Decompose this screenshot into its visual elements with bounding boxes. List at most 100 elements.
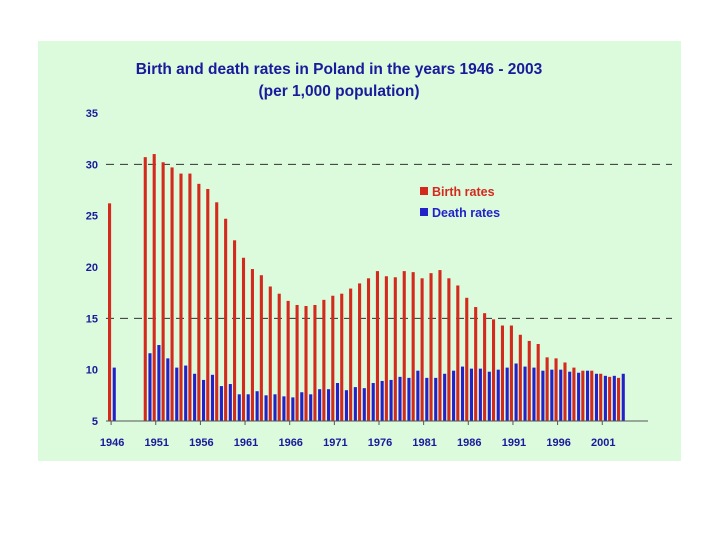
bar-death-rate [505,367,509,421]
bar-death-rate [175,367,179,421]
bar-birth-rate [152,154,156,422]
bar-death-rate [389,379,393,421]
bar-death-rate [407,377,411,421]
bar-birth-rate [340,293,344,421]
legend-swatch [420,208,428,216]
bar-death-rate [612,375,616,421]
bar-birth-rate [527,340,531,421]
y-tick-label: 20 [86,262,98,274]
y-tick-label: 15 [86,313,98,325]
bar-birth-rate [259,275,263,421]
bar-birth-rate [447,278,451,421]
bar-death-rate [425,377,429,421]
bar-birth-rate [143,157,147,421]
chart-panel: Birth and death rates in Poland in the y… [38,41,681,461]
bar-death-rate [282,396,286,421]
bar-death-rate [398,376,402,421]
bar-death-rate [577,372,581,421]
bar-death-rate [469,368,473,421]
bar-birth-rate [206,188,210,421]
bar-death-rate [416,370,420,421]
bar-birth-rate [179,173,183,421]
bar-birth-rate [268,286,272,421]
bar-birth-rate [491,319,496,421]
bar-birth-rate [599,373,603,421]
bar-death-rate [335,383,340,421]
bar-death-rate [264,395,268,421]
bar-death-rate [309,394,313,421]
bar-death-rate [210,374,215,421]
bar-death-rate [380,380,384,421]
bar-death-rate [478,368,482,421]
bar-death-rate [112,367,116,421]
bar-death-rate [487,371,491,421]
bar-death-rate [541,370,545,421]
bar-birth-rate [384,276,388,421]
bar-birth-rate [411,272,415,421]
bar-death-rate [300,392,304,421]
x-tick-label: 1946 [100,437,124,449]
bar-birth-rate [108,203,112,421]
bar-death-rate [621,373,625,421]
x-tick-label: 1966 [278,437,302,449]
bar-death-rate [514,363,518,421]
bar-birth-rate [188,173,192,421]
bar-death-rate [585,370,590,421]
bar-birth-rate [250,269,254,421]
bar-birth-rate [483,313,487,421]
bar-death-rate [166,358,170,421]
y-tick-label: 10 [86,365,98,377]
y-tick-label: 5 [92,416,98,428]
bar-birth-rate [465,297,469,421]
x-tick-label: 1971 [323,437,347,449]
bar-birth-rate [518,334,522,421]
bar-death-rate [353,387,357,421]
bar-birth-rate [438,270,442,421]
bar-death-rate [184,365,188,421]
bar-death-rate [202,379,206,421]
x-tick-label: 1951 [145,437,169,449]
x-tick-label: 1986 [457,437,481,449]
bar-death-rate [327,389,331,421]
bar-death-rate [443,373,447,421]
chart: Birth and death rates in Poland in the y… [86,61,672,449]
bar-death-rate [255,391,259,421]
bar-birth-rate [331,295,335,421]
bar-death-rate [452,370,456,421]
bar-death-rate [460,366,465,421]
x-tick-label: 1961 [234,437,258,449]
bar-death-rate [193,373,197,421]
gridlines [106,163,672,319]
legend-label: Death rates [432,206,500,220]
bar-birth-rate [608,376,612,421]
bar-birth-rate [197,183,201,421]
bar-death-rate [371,383,375,421]
bar-birth-rate [224,218,228,421]
bar-birth-rate [590,370,594,421]
x-axis-ticks: 1946 1951 1956 1961 1966 1971 1976 1981 1986 1991… [100,421,615,449]
bar-death-rate [523,366,527,421]
bar-death-rate [246,394,250,421]
bar-birth-rate [500,325,505,421]
bar-death-rate [559,369,563,421]
x-tick-label: 1981 [412,437,436,449]
bar-birth-rate [241,257,246,421]
bar-birth-rate [322,299,326,421]
bar-birth-rate [295,304,299,421]
bar-birth-rate [349,288,353,421]
bar-birth-rate [170,167,174,421]
x-tick-label: 1991 [502,437,526,449]
x-tick-label: 2001 [591,437,615,449]
bar-death-rate [532,367,536,421]
bar-birth-rate [554,358,558,421]
bar-birth-rate [563,362,567,421]
bar-death-rate [594,373,599,421]
x-tick-label: 1976 [368,437,392,449]
bar-birth-rate [304,306,308,421]
bar-death-rate [434,377,438,421]
bar-birth-rate [545,357,549,421]
bar-birth-rate [286,300,290,421]
chart-subtitle: (per 1,000 population) [258,83,419,100]
bar-birth-rate [617,377,621,421]
bar-birth-rate [393,277,397,421]
